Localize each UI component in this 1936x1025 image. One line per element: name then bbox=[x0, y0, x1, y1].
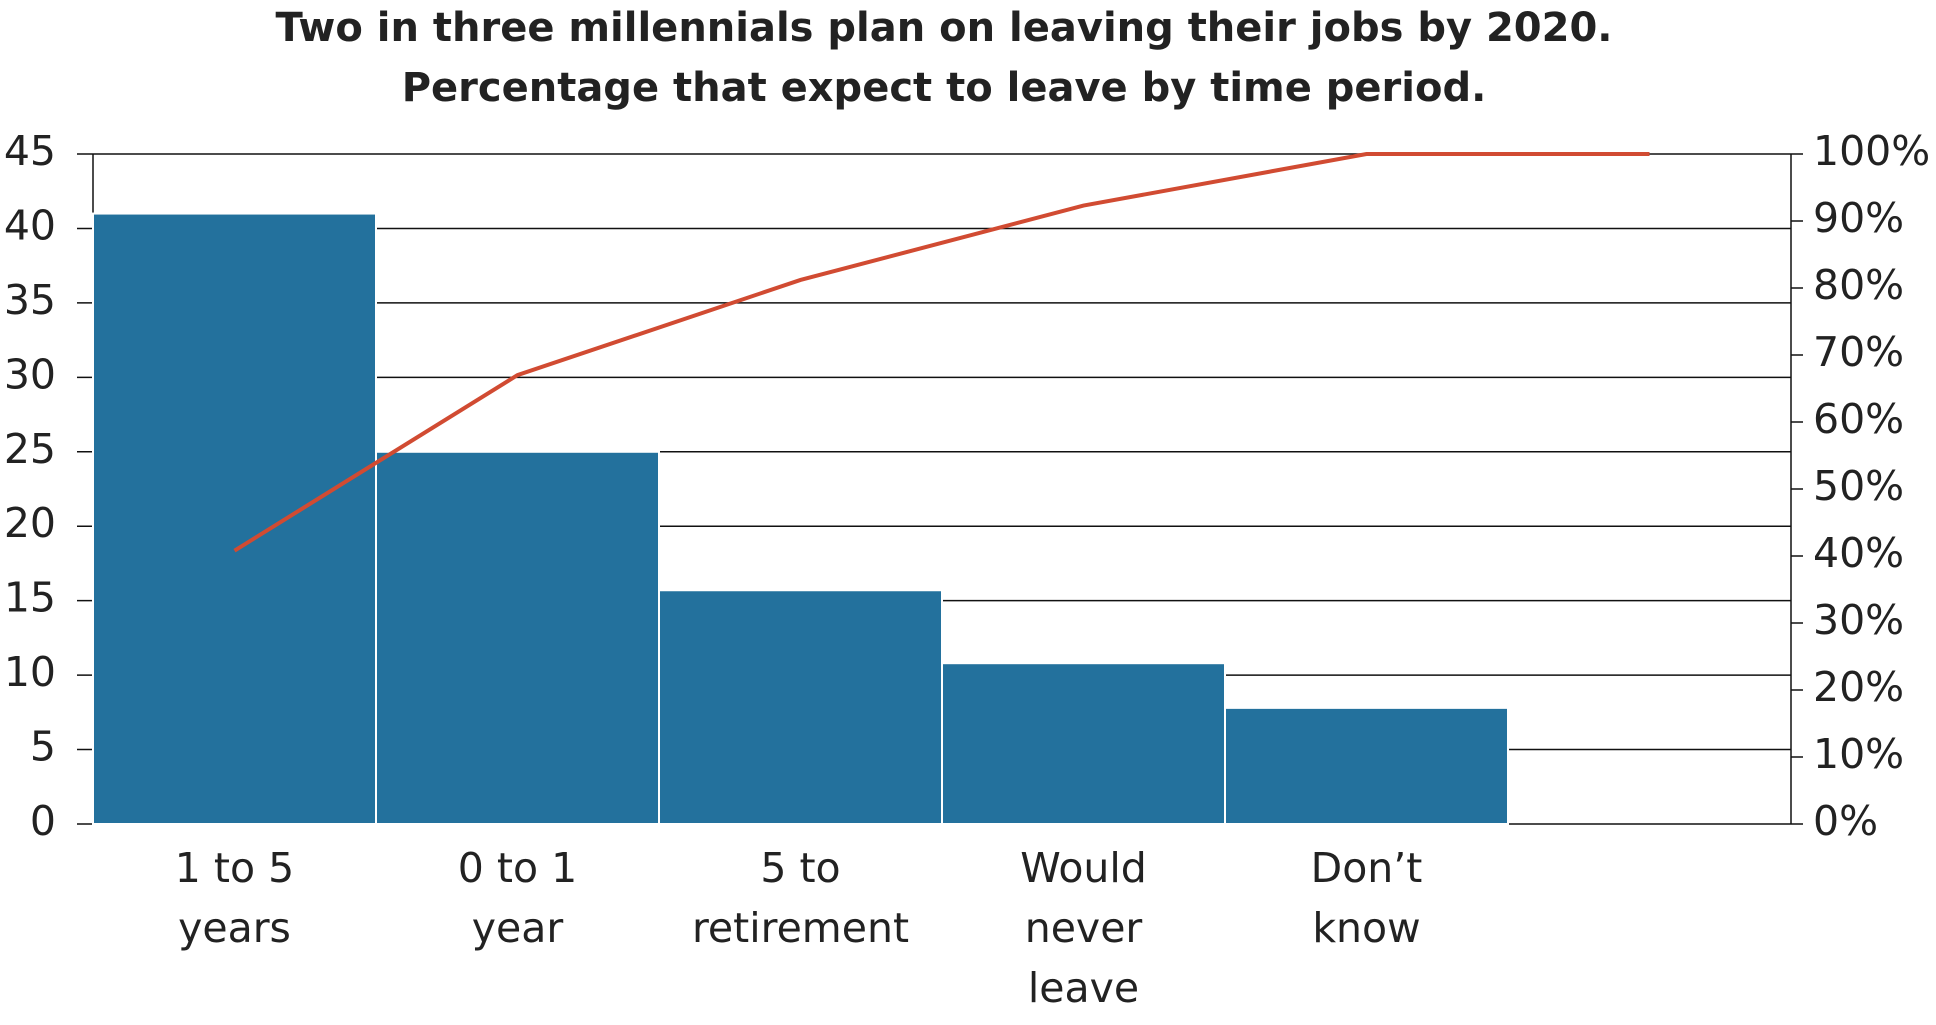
y2-tick-label: 10% bbox=[1813, 730, 1904, 778]
y-tick-label: 5 bbox=[30, 723, 56, 771]
y2-tick-label: 80% bbox=[1813, 261, 1904, 309]
y-tick-label: 45 bbox=[4, 127, 56, 175]
bar bbox=[375, 450, 660, 825]
y2-tick-label: 0% bbox=[1813, 797, 1878, 845]
y2-tick-label: 40% bbox=[1813, 529, 1904, 577]
y2-tick-label: 70% bbox=[1813, 328, 1904, 376]
cumulative-line bbox=[233, 152, 1650, 553]
y2-tick-label: 30% bbox=[1813, 596, 1904, 644]
y-tick-label: 10 bbox=[4, 648, 56, 696]
bar bbox=[658, 589, 943, 825]
y2-tick-label: 100% bbox=[1813, 127, 1930, 175]
chart-title: Two in three millennials plan on leaving… bbox=[276, 5, 1613, 51]
y2-tick-label: 90% bbox=[1813, 194, 1904, 242]
y-tick-label: 25 bbox=[4, 425, 56, 473]
y-tick-label: 15 bbox=[4, 574, 56, 622]
y-tick-label: 30 bbox=[4, 350, 56, 398]
x-tick-label: 0 to 1 year bbox=[457, 844, 578, 952]
y-tick-label: 40 bbox=[4, 201, 56, 249]
y2-tick-label: 60% bbox=[1813, 395, 1904, 443]
chart-subtitle: Percentage that expect to leave by time … bbox=[402, 65, 1487, 111]
x-tick-label: Don’t know bbox=[1310, 844, 1423, 952]
x-tick-label: 5 to retirement bbox=[691, 844, 910, 952]
y2-tick-label: 20% bbox=[1813, 663, 1904, 711]
y-tick-label: 20 bbox=[4, 499, 56, 547]
y-tick-label: 0 bbox=[30, 797, 56, 845]
y-tick-label: 35 bbox=[4, 276, 56, 324]
bar bbox=[92, 212, 377, 826]
bar bbox=[1224, 706, 1509, 825]
bar bbox=[941, 662, 1226, 826]
x-tick-label: 1 to 5 years bbox=[174, 844, 295, 952]
y2-tick-label: 50% bbox=[1813, 462, 1904, 510]
x-tick-label: Would never leave bbox=[1020, 844, 1147, 1012]
